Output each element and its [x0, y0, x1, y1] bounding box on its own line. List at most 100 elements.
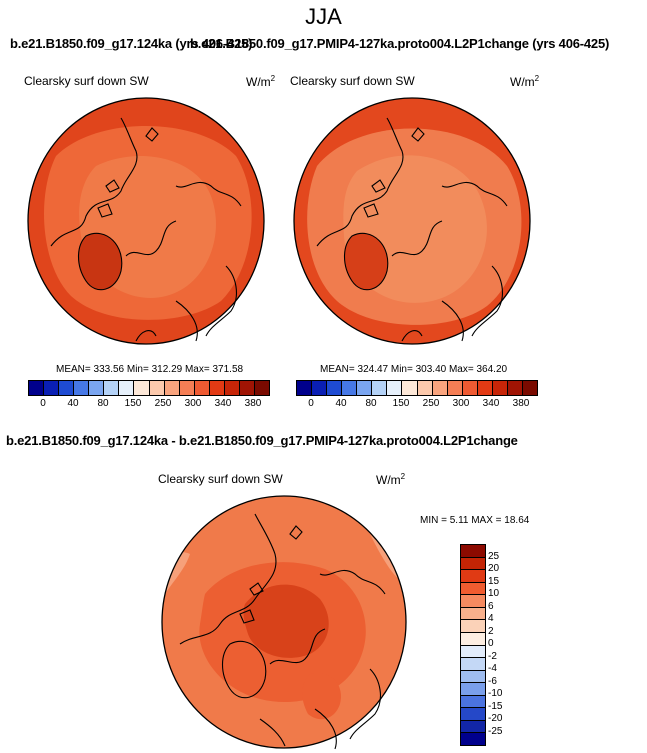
panel2-run-title: b.e21.B1850.f09_g17.PMIP4-127ka.proto004… — [190, 36, 610, 51]
panel1-colorbar-swatch — [44, 381, 60, 395]
panel1-colorbar-swatch — [119, 381, 135, 395]
panel2-colorbar-tick-label: 300 — [452, 398, 470, 409]
panel1-colorbar-swatch — [89, 381, 105, 395]
panel2-colorbar-swatch — [432, 381, 448, 395]
panel1-variable-label: Clearsky surf down SW — [24, 74, 149, 88]
diff-colorbar-swatch — [461, 557, 485, 571]
diff-colorbar-swatch — [461, 683, 485, 696]
panel2-colorbar-swatch — [507, 381, 523, 395]
diff-colorbar-swatch — [461, 595, 485, 608]
diff-colorbar-tick-label: -2 — [488, 650, 497, 662]
panel1-run-title: b.e21.B1850.f09_g17.124ka (yrs 406-425) — [10, 36, 253, 51]
panel1-colorbar-swatch — [239, 381, 255, 395]
panel1-units: W/m2 — [246, 74, 276, 89]
diff-colorbar-tick-label: -20 — [488, 713, 503, 724]
diff-colorbar-swatch — [461, 545, 485, 558]
panel1-stats: MEAN= 333.56 Min= 312.29 Max= 371.58 — [56, 364, 244, 375]
diff-colorbar-tick-label: -10 — [488, 688, 503, 699]
panel1-colorbar-swatch — [164, 381, 180, 395]
diff-run-title: b.e21.B1850.f09_g17.124ka - b.e21.B1850.… — [6, 433, 518, 448]
panel1-colorbar-swatch — [254, 381, 269, 395]
diff-colorbar-tick-label: 10 — [488, 588, 500, 599]
diff-colorbar-swatch — [461, 733, 485, 745]
panel2-colorbar-swatch — [342, 381, 358, 395]
panel1-colorbar-swatch — [194, 381, 210, 395]
diff-colorbar-swatch — [461, 645, 485, 659]
diff-colorbar-labels: 25 20 15 10 6 4 2 0 -2 -4 -6 -10 -15 -20 -25 — [488, 544, 518, 744]
diff-colorbar-tick-label: 15 — [488, 575, 500, 587]
panel1-colorbar-swatch — [104, 381, 120, 395]
panel1-colorbar-tick-label: 40 — [67, 398, 79, 409]
panel2-colorbar-swatch — [387, 381, 403, 395]
panel2-colorbar-tick-label: 380 — [512, 398, 530, 409]
panel1-colorbar-labels: 0 40 80 150 250 300 340 380 — [28, 398, 268, 412]
diff-colorbar — [460, 544, 486, 746]
diff-colorbar-tick-label: 4 — [488, 613, 494, 624]
diff-colorbar-tick-label: 2 — [488, 625, 494, 637]
panel1-polar-map — [27, 97, 265, 345]
panel2-colorbar-swatch — [462, 381, 478, 395]
panel1-colorbar-swatch — [209, 381, 225, 395]
panel2-colorbar-swatch — [372, 381, 388, 395]
panel2-variable-label: Clearsky surf down SW — [290, 74, 415, 88]
diff-colorbar-tick-label: -4 — [488, 663, 497, 674]
diff-colorbar-swatch — [461, 632, 485, 646]
diff-colorbar-swatch — [461, 670, 485, 684]
diff-colorbar-swatch — [461, 582, 485, 596]
panel2-colorbar-swatch — [477, 381, 493, 395]
panel2-colorbar-swatch — [402, 381, 418, 395]
panel2-colorbar-swatch — [522, 381, 537, 395]
diff-variable-label: Clearsky surf down SW — [158, 472, 283, 486]
panel1-colorbar-tick-label: 80 — [97, 398, 109, 409]
panel2-polar-map — [293, 97, 531, 345]
panel1-colorbar-swatch — [224, 381, 240, 395]
panel1-colorbar-tick-label: 340 — [214, 398, 232, 409]
panel2-colorbar-swatch — [492, 381, 508, 395]
panel2-units: W/m2 — [510, 74, 540, 89]
panel2-colorbar-swatch — [297, 381, 313, 395]
panel1-colorbar-swatch — [149, 381, 165, 395]
diff-colorbar-swatch — [461, 570, 485, 583]
diff-colorbar-tick-label: 0 — [488, 638, 494, 649]
panel1-colorbar-swatch — [134, 381, 150, 395]
panel1-colorbar-swatch — [59, 381, 75, 395]
panel1-colorbar-tick-label: 150 — [124, 398, 142, 409]
panel1-colorbar-tick-label: 0 — [40, 398, 46, 409]
diff-colorbar-tick-label: -15 — [488, 700, 503, 712]
panel1-colorbar-tick-label: 300 — [184, 398, 202, 409]
diff-units: W/m2 — [376, 472, 406, 487]
panel2-colorbar-swatch — [447, 381, 463, 395]
panel2-colorbar-swatch — [417, 381, 433, 395]
diff-colorbar-tick-label: -25 — [488, 725, 503, 737]
panel2-colorbar-swatch — [312, 381, 328, 395]
panel1-colorbar-swatch — [29, 381, 45, 395]
panel2-colorbar-labels: 0 40 80 150 250 300 340 380 — [296, 398, 536, 412]
panel1-colorbar — [28, 380, 270, 396]
panel2-colorbar-tick-label: 150 — [392, 398, 410, 409]
diff-colorbar-swatch — [461, 695, 485, 709]
panel1-colorbar-swatch — [74, 381, 90, 395]
panel2-colorbar-tick-label: 80 — [365, 398, 377, 409]
panel2-colorbar — [296, 380, 538, 396]
diff-colorbar-tick-label: 6 — [488, 600, 494, 612]
panel2-colorbar-tick-label: 40 — [335, 398, 347, 409]
panel2-colorbar-tick-label: 250 — [422, 398, 440, 409]
diff-colorbar-tick-label: -6 — [488, 675, 497, 687]
diff-polar-map — [161, 495, 407, 750]
diff-colorbar-swatch — [461, 658, 485, 671]
diff-stats: MIN = 5.11 MAX = 18.64 — [420, 515, 530, 526]
panel1-colorbar-tick-label: 380 — [244, 398, 262, 409]
panel2-stats: MEAN= 324.47 Min= 303.40 Max= 364.20 — [320, 364, 508, 375]
diff-colorbar-swatch — [461, 620, 485, 633]
diff-colorbar-swatch — [461, 607, 485, 621]
panel2-colorbar-swatch — [357, 381, 373, 395]
diff-colorbar-tick-label: 25 — [488, 550, 500, 562]
page-title: JJA — [305, 4, 342, 29]
panel2-colorbar-tick-label: 0 — [308, 398, 314, 409]
diff-colorbar-tick-label: 20 — [488, 563, 500, 574]
panel2-colorbar-tick-label: 340 — [482, 398, 500, 409]
panel2-colorbar-swatch — [327, 381, 343, 395]
panel1-colorbar-swatch — [179, 381, 195, 395]
diff-colorbar-swatch — [461, 720, 485, 734]
diff-colorbar-swatch — [461, 708, 485, 721]
